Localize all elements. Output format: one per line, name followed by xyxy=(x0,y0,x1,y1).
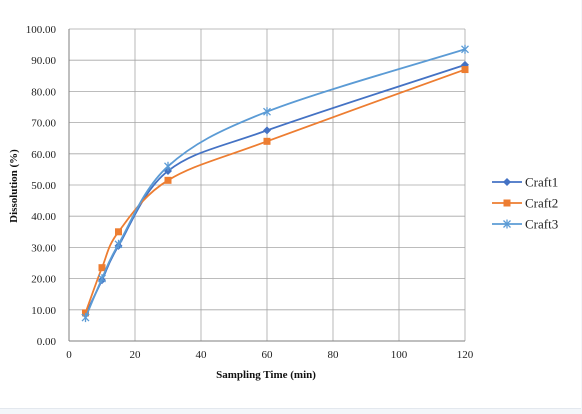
y-tick-label: 50.00 xyxy=(31,180,56,192)
y-axis-title: Dissolution (%) xyxy=(8,149,20,223)
data-point xyxy=(263,107,271,117)
grid xyxy=(68,28,466,342)
data-point xyxy=(164,161,172,171)
legend-marker xyxy=(503,199,511,207)
data-point xyxy=(263,126,271,135)
y-tick-label: 70.00 xyxy=(31,118,56,130)
data-point xyxy=(164,176,172,184)
x-tick-label: 60 xyxy=(262,349,274,361)
y-tick-label: 10.00 xyxy=(31,305,56,317)
legend-label: Craft2 xyxy=(525,196,558,211)
legend-item: Craft1 xyxy=(492,175,558,190)
data-point xyxy=(461,44,469,54)
series-line xyxy=(84,68,466,314)
x-tick-label: 0 xyxy=(66,349,72,361)
data-point xyxy=(81,313,90,323)
series-line xyxy=(84,64,466,315)
x-tick-label: 100 xyxy=(391,349,408,361)
data-point xyxy=(98,264,106,272)
series-craft3 xyxy=(81,44,469,323)
legend-item: Craft2 xyxy=(492,196,558,211)
legend-item: Craft3 xyxy=(492,217,558,232)
x-tick-label: 20 xyxy=(130,349,142,361)
y-tick-label: 90.00 xyxy=(31,55,56,67)
data-point xyxy=(263,137,271,145)
series-craft2 xyxy=(82,66,469,317)
legend: Craft1 Craft2 Craft3 xyxy=(492,175,558,232)
y-tick-label: 80.00 xyxy=(31,86,56,98)
y-tick-label: 0.00 xyxy=(37,336,57,348)
y-tick-label: 30.00 xyxy=(31,242,56,254)
series-layer xyxy=(81,44,469,323)
x-tick-label: 120 xyxy=(457,349,474,361)
legend-marker xyxy=(503,219,511,229)
data-point xyxy=(115,228,122,236)
y-tick-label: 40.00 xyxy=(31,211,56,223)
legend-marker xyxy=(503,178,511,186)
series-craft1 xyxy=(81,60,469,319)
legend-label: Craft3 xyxy=(525,217,558,232)
data-point xyxy=(98,274,106,284)
y-tick-label: 20.00 xyxy=(31,274,56,286)
data-point xyxy=(461,66,469,74)
legend-label: Craft1 xyxy=(525,175,558,190)
axes: 0.00 10.00 20.00 30.00 40.00 50.00 60.00 70.00 8… xyxy=(26,24,474,361)
y-tick-label: 100.00 xyxy=(26,24,57,36)
x-axis-title: Sampling Time (min) xyxy=(216,369,316,381)
x-tick-label: 80 xyxy=(328,349,340,361)
y-tick-label: 60.00 xyxy=(31,149,56,161)
data-point xyxy=(114,239,123,249)
data-point xyxy=(82,309,89,317)
x-tick-label: 40 xyxy=(196,349,208,361)
